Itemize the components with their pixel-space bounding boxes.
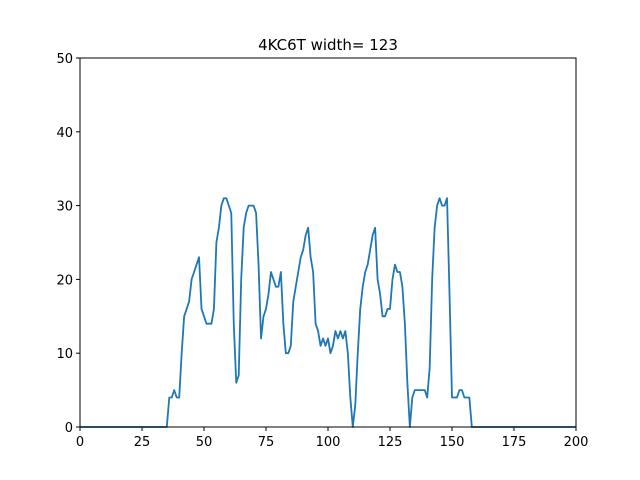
line xyxy=(80,197,576,428)
x-tick-label: 25 xyxy=(134,435,151,450)
x-tick-label: 175 xyxy=(502,435,527,450)
chart-title: 4KC6T width= 123 xyxy=(258,36,398,54)
x-tick-label: 0 xyxy=(76,435,84,450)
y-tick-label: 0 xyxy=(65,421,73,436)
x-tick-label: 150 xyxy=(440,435,465,450)
x-tick-label: 50 xyxy=(196,435,213,450)
y-tick-label: 20 xyxy=(56,273,73,288)
y-tick-label: 10 xyxy=(56,347,73,362)
x-tick-label: 75 xyxy=(258,435,275,450)
x-tick-label: 100 xyxy=(316,435,341,450)
x-tick-label: 200 xyxy=(564,435,589,450)
y-tick-label: 30 xyxy=(56,200,73,215)
x-tick-label: 125 xyxy=(378,435,403,450)
y-tick-label: 50 xyxy=(56,52,73,67)
y-tick-label: 40 xyxy=(56,126,73,141)
plot-frame xyxy=(79,57,577,428)
